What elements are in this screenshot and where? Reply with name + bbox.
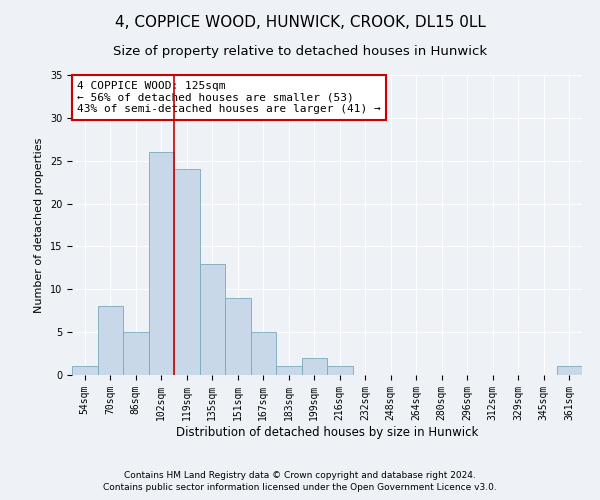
Bar [174, 170, 199, 375]
Bar [123, 332, 149, 375]
Bar [225, 298, 251, 375]
Bar [149, 152, 174, 375]
Text: Size of property relative to detached houses in Hunwick: Size of property relative to detached ho… [113, 45, 487, 58]
Bar [327, 366, 353, 375]
Bar [276, 366, 302, 375]
Text: Contains HM Land Registry data © Crown copyright and database right 2024.: Contains HM Land Registry data © Crown c… [124, 471, 476, 480]
Bar [251, 332, 276, 375]
Bar [97, 306, 123, 375]
Y-axis label: Number of detached properties: Number of detached properties [34, 138, 44, 312]
Text: 4 COPPICE WOOD: 125sqm
← 56% of detached houses are smaller (53)
43% of semi-det: 4 COPPICE WOOD: 125sqm ← 56% of detached… [77, 81, 381, 114]
Bar [199, 264, 225, 375]
Bar [557, 366, 582, 375]
Bar [72, 366, 97, 375]
X-axis label: Distribution of detached houses by size in Hunwick: Distribution of detached houses by size … [176, 426, 478, 438]
Bar [302, 358, 327, 375]
Text: Contains public sector information licensed under the Open Government Licence v3: Contains public sector information licen… [103, 484, 497, 492]
Text: 4, COPPICE WOOD, HUNWICK, CROOK, DL15 0LL: 4, COPPICE WOOD, HUNWICK, CROOK, DL15 0L… [115, 15, 485, 30]
